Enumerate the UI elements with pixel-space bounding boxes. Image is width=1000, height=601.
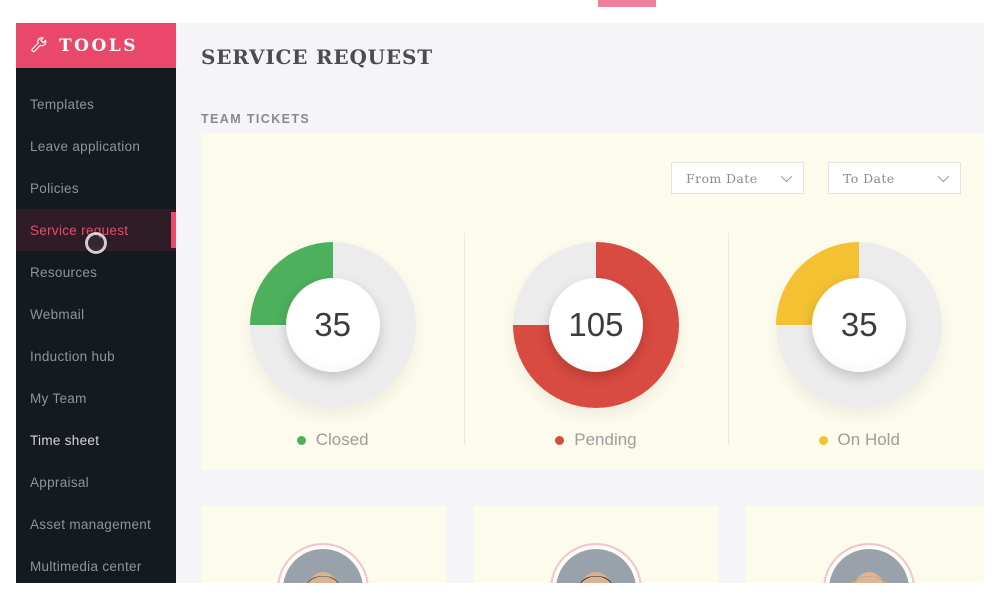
sidebar-item-asset-management[interactable]: Asset management: [16, 503, 176, 545]
legend-dot: [818, 435, 828, 445]
sidebar: TOOLS Templates Leave application Polici…: [16, 23, 176, 583]
sidebar-item-label: Multimedia center: [30, 558, 142, 574]
donut-center: 35: [812, 278, 907, 372]
sidebar-item-templates[interactable]: Templates: [16, 83, 176, 125]
donut-chart-closed: 35 Closed: [201, 242, 464, 450]
team-card-male-gray-hair[interactable]: [201, 506, 446, 583]
sidebar-item-label: Service request: [30, 222, 129, 238]
main-content: SERVICE REQUEST TEAM TICKETS From Date T…: [176, 23, 984, 583]
tickets-panel: From Date To Date 35 Closed: [201, 133, 984, 470]
donut-center: 105: [548, 278, 643, 372]
sidebar-item-policies[interactable]: Policies: [16, 167, 176, 209]
wrench-icon: [29, 36, 48, 55]
to-date-label: To Date: [843, 170, 895, 186]
sidebar-item-my-team[interactable]: My Team: [16, 377, 176, 419]
sidebar-title: TOOLS: [59, 35, 138, 56]
legend-label: Closed: [315, 430, 369, 449]
donut-ring: 105: [512, 242, 679, 408]
donut-value: 35: [840, 306, 878, 343]
sidebar-item-multimedia-center[interactable]: Multimedia center: [16, 545, 176, 583]
donut-value: 35: [314, 306, 351, 343]
legend-item: Pending: [555, 430, 637, 450]
sidebar-item-label: My Team: [30, 390, 87, 406]
sidebar-item-leave-application[interactable]: Leave application: [16, 125, 176, 167]
app-frame: TOOLS Templates Leave application Polici…: [16, 23, 984, 583]
sidebar-item-label: Policies: [30, 180, 79, 196]
chevron-down-icon: [937, 170, 950, 183]
sidebar-item-induction-hub[interactable]: Induction hub: [16, 335, 176, 377]
legend-item: On Hold: [818, 430, 900, 450]
legend-item: Closed: [296, 430, 369, 450]
active-indicator-bar: [171, 212, 176, 248]
from-date-label: From Date: [686, 170, 758, 186]
legend-dot: [296, 435, 306, 445]
from-date-select[interactable]: From Date: [671, 162, 804, 194]
sidebar-item-time-sheet[interactable]: Time sheet: [16, 419, 176, 461]
top-pink-artifact: [598, 0, 656, 7]
sidebar-item-label: Time sheet: [30, 432, 100, 448]
sidebar-item-resources[interactable]: Resources: [16, 251, 176, 293]
page-title: SERVICE REQUEST: [201, 45, 433, 69]
legend-label: On Hold: [837, 430, 900, 449]
person-photo-icon: [556, 549, 636, 583]
person-photo-icon: [283, 549, 364, 583]
sidebar-item-label: Leave application: [30, 138, 141, 154]
sidebar-nav: Templates Leave application Policies Ser…: [16, 83, 176, 583]
date-filters: From Date To Date: [671, 162, 961, 194]
cursor-indicator: [85, 232, 107, 254]
sidebar-item-label: Resources: [30, 264, 98, 280]
sidebar-item-appraisal[interactable]: Appraisal: [16, 461, 176, 503]
vertical-divider: [464, 233, 466, 445]
team-cards-row: [201, 506, 984, 583]
donut-ring: 35: [776, 242, 943, 408]
sidebar-item-label: Induction hub: [30, 348, 115, 364]
chevron-down-icon: [780, 170, 793, 183]
to-date-select[interactable]: To Date: [828, 162, 961, 194]
sidebar-item-label: Appraisal: [30, 474, 89, 490]
vertical-divider: [727, 233, 729, 445]
person-photo-icon: [828, 549, 909, 583]
sidebar-item-label: Templates: [30, 96, 95, 112]
sidebar-item-webmail[interactable]: Webmail: [16, 293, 176, 335]
section-subtitle: TEAM TICKETS: [201, 112, 311, 126]
avatar: [550, 543, 642, 583]
donut-chart-on-hold: 35 On Hold: [728, 242, 984, 450]
donut-charts-row: 35 Closed 105 Pending 35 On Hold: [201, 242, 984, 450]
avatar: [822, 543, 915, 583]
legend-dot: [555, 435, 565, 445]
team-card-male-dark-hair[interactable]: [473, 506, 719, 583]
sidebar-item-label: Webmail: [30, 306, 85, 322]
sidebar-header: TOOLS: [16, 23, 176, 68]
donut-center: 35: [285, 278, 380, 372]
donut-value: 105: [568, 306, 624, 343]
donut-chart-pending: 105 Pending: [464, 242, 727, 450]
team-card-female-blonde-hair[interactable]: [746, 506, 984, 583]
donut-ring: 35: [249, 242, 416, 408]
legend-label: Pending: [574, 430, 637, 449]
avatar: [277, 543, 370, 583]
sidebar-item-label: Asset management: [30, 516, 152, 532]
